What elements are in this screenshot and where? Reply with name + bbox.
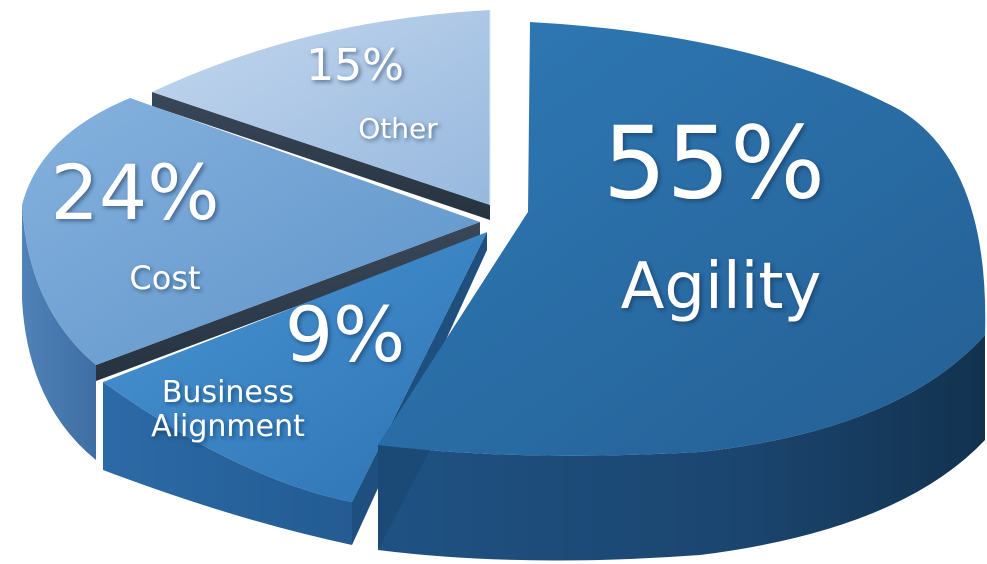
slice-cost-inner-wall: [96, 222, 480, 381]
slice-business-alignment-top: [103, 232, 487, 502]
slice-other: [152, 10, 491, 220]
label-line: Cost: [129, 259, 200, 297]
cost-percent: 24%: [51, 148, 220, 237]
label-line: Agility: [621, 250, 822, 324]
other-label: Other: [358, 112, 438, 145]
slice-other-inner-wall: [152, 92, 490, 220]
slice-agility: [378, 22, 986, 561]
slice-agility-side: [378, 335, 985, 561]
slice-cost: [22, 98, 480, 460]
slice-agility-top: [378, 22, 986, 456]
agility-percent: 55%: [603, 104, 825, 221]
cost-label: Cost: [129, 259, 200, 297]
business-alignment-percent: 9%: [285, 290, 406, 379]
business-alignment-label: Business Alignment: [151, 375, 305, 444]
slice-cost-top: [22, 98, 480, 365]
label-line: Alignment: [151, 408, 305, 443]
slice-cost-side: [22, 205, 96, 460]
data-labels: 15% Other 24% Cost 9% Business Alignment …: [51, 40, 826, 443]
slice-other-top: [152, 10, 490, 205]
slice-business-alignment-side: [103, 382, 352, 545]
other-percent: 15%: [306, 40, 404, 91]
label-line: Business: [162, 375, 294, 410]
agility-label: Agility: [621, 250, 822, 324]
label-line: Other: [358, 112, 438, 145]
